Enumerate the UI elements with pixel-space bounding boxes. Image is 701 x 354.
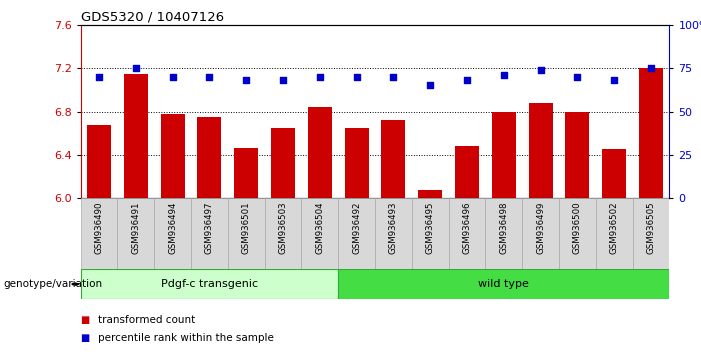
FancyBboxPatch shape: [559, 198, 596, 269]
Text: GSM936491: GSM936491: [131, 202, 140, 254]
FancyBboxPatch shape: [412, 198, 449, 269]
Text: GSM936500: GSM936500: [573, 202, 582, 255]
Point: [572, 74, 583, 80]
Bar: [529, 103, 552, 198]
Point: [93, 74, 104, 80]
Point: [278, 78, 289, 83]
FancyBboxPatch shape: [81, 269, 338, 299]
Point: [461, 78, 472, 83]
Bar: [492, 112, 516, 198]
Text: GSM936503: GSM936503: [278, 202, 287, 255]
FancyBboxPatch shape: [338, 269, 669, 299]
Bar: [639, 68, 663, 198]
Bar: [345, 128, 369, 198]
Text: GSM936496: GSM936496: [463, 202, 472, 254]
Bar: [566, 112, 590, 198]
FancyBboxPatch shape: [191, 198, 228, 269]
FancyBboxPatch shape: [265, 198, 301, 269]
Text: percentile rank within the sample: percentile rank within the sample: [98, 333, 274, 343]
FancyBboxPatch shape: [301, 198, 338, 269]
Bar: [87, 125, 111, 198]
Bar: [381, 120, 405, 198]
Text: transformed count: transformed count: [98, 315, 196, 325]
FancyBboxPatch shape: [338, 198, 375, 269]
Bar: [602, 149, 626, 198]
FancyBboxPatch shape: [449, 198, 485, 269]
Bar: [455, 146, 479, 198]
Text: ■: ■: [81, 315, 90, 325]
Bar: [418, 190, 442, 198]
Text: GSM936502: GSM936502: [610, 202, 619, 255]
FancyBboxPatch shape: [522, 198, 559, 269]
Text: Pdgf-c transgenic: Pdgf-c transgenic: [161, 279, 258, 289]
FancyBboxPatch shape: [81, 198, 118, 269]
Point: [314, 74, 325, 80]
Point: [204, 74, 215, 80]
Text: GDS5320 / 10407126: GDS5320 / 10407126: [81, 11, 224, 24]
Text: GSM936501: GSM936501: [242, 202, 251, 255]
Point: [351, 74, 362, 80]
Text: GSM936490: GSM936490: [95, 202, 104, 254]
FancyBboxPatch shape: [154, 198, 191, 269]
Text: GSM936498: GSM936498: [499, 202, 508, 254]
Text: GSM936497: GSM936497: [205, 202, 214, 254]
Text: GSM936504: GSM936504: [315, 202, 325, 255]
Text: GSM936505: GSM936505: [646, 202, 655, 255]
Point: [130, 65, 142, 71]
FancyBboxPatch shape: [485, 198, 522, 269]
Bar: [271, 128, 295, 198]
Bar: [161, 114, 184, 198]
Text: GSM936495: GSM936495: [426, 202, 435, 254]
Text: GSM936493: GSM936493: [389, 202, 398, 254]
Point: [498, 72, 510, 78]
Text: GSM936492: GSM936492: [352, 202, 361, 254]
Text: genotype/variation: genotype/variation: [4, 279, 102, 289]
Bar: [234, 148, 258, 198]
Text: ■: ■: [81, 333, 90, 343]
FancyBboxPatch shape: [228, 198, 265, 269]
Point: [535, 67, 546, 73]
Text: GSM936499: GSM936499: [536, 202, 545, 254]
Point: [608, 78, 620, 83]
FancyBboxPatch shape: [596, 198, 632, 269]
Bar: [124, 74, 148, 198]
Bar: [198, 117, 222, 198]
FancyBboxPatch shape: [118, 198, 154, 269]
Point: [425, 82, 436, 88]
Bar: [308, 107, 332, 198]
Text: GSM936494: GSM936494: [168, 202, 177, 254]
Text: wild type: wild type: [478, 279, 529, 289]
FancyBboxPatch shape: [632, 198, 669, 269]
Point: [167, 74, 178, 80]
Point: [388, 74, 399, 80]
Point: [240, 78, 252, 83]
Point: [646, 65, 657, 71]
FancyBboxPatch shape: [375, 198, 412, 269]
